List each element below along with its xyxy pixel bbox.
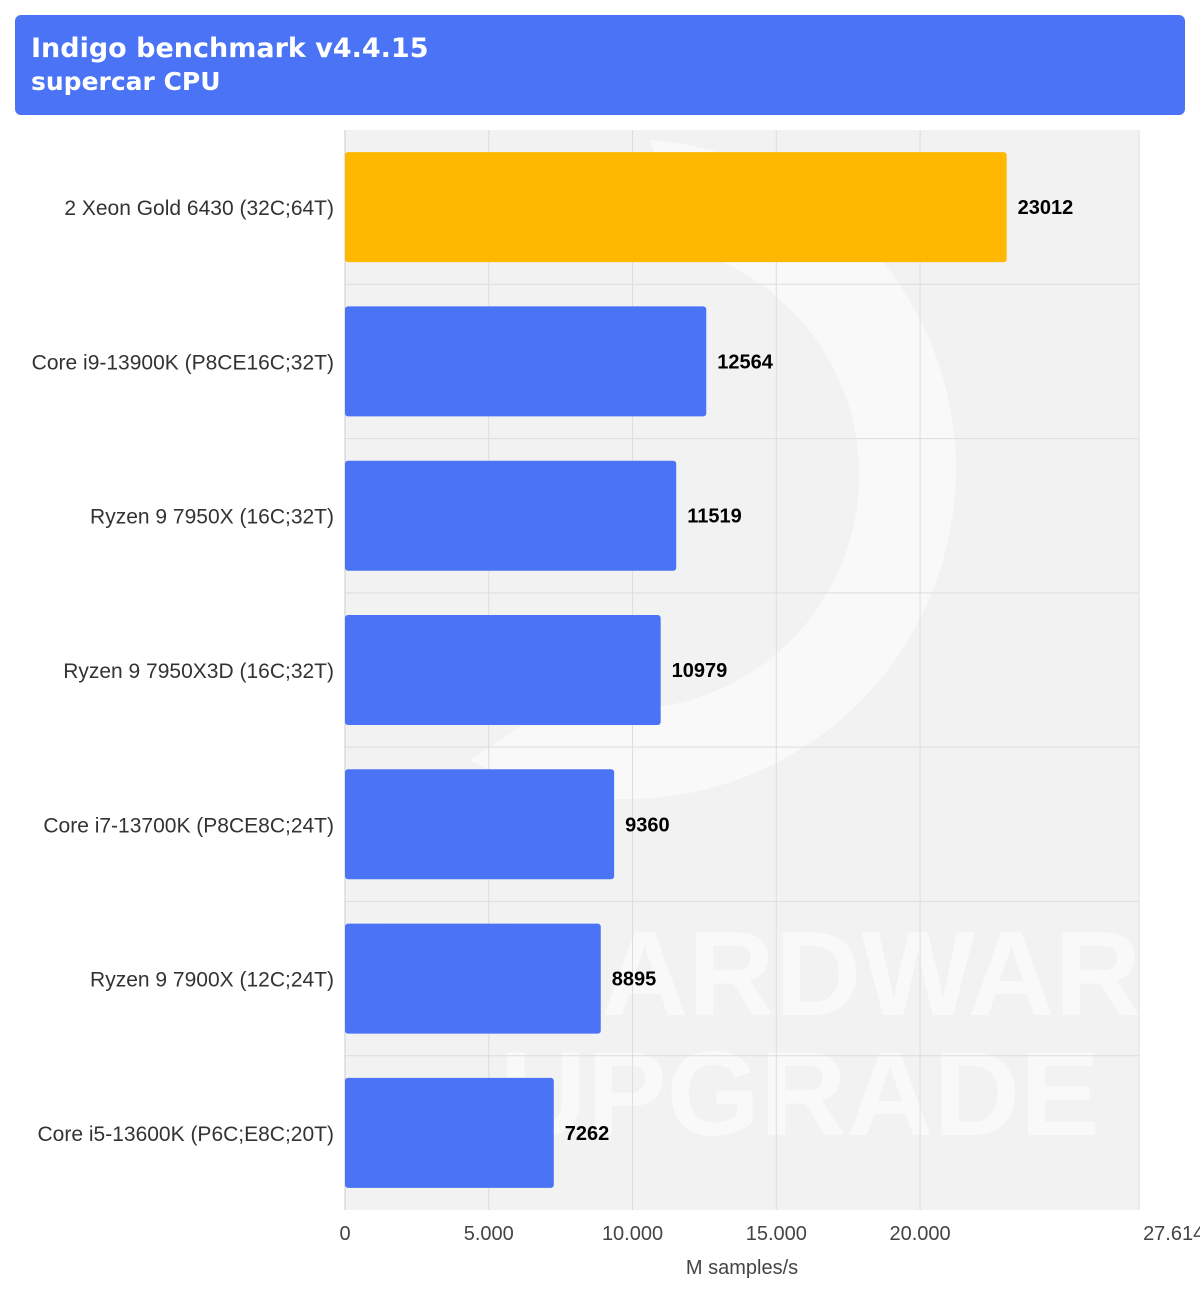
category-label: 2 Xeon Gold 6430 (32C;64T)	[64, 197, 334, 220]
bar	[345, 306, 707, 417]
bar	[345, 769, 615, 880]
x-axis-title: M samples/s	[686, 1257, 798, 1279]
watermark-line2: UPGRADE	[500, 1027, 1100, 1161]
x-tick-label: 5.000	[464, 1223, 514, 1245]
x-tick-label: 15.000	[746, 1223, 807, 1245]
x-tick-label: 0	[339, 1223, 350, 1245]
watermark-line1: HARDWARE	[515, 907, 1200, 1041]
value-label: 23012	[1018, 197, 1074, 219]
value-label: 7262	[565, 1123, 610, 1145]
category-label: Ryzen 9 7900X (12C;24T)	[90, 969, 334, 992]
category-label: Ryzen 9 7950X (16C;32T)	[90, 506, 334, 529]
category-label: Core i7-13700K (P8CE8C;24T)	[43, 814, 334, 837]
value-label: 8895	[612, 969, 657, 991]
category-label: Core i9-13900K (P8CE16C;32T)	[32, 351, 334, 374]
chart-header: Indigo benchmark v4.4.15 supercar CPU	[15, 15, 1185, 115]
watermark-swoosh	[470, 140, 956, 800]
x-tick-label: 10.000	[602, 1223, 663, 1245]
chart-subtitle: supercar CPU	[31, 67, 221, 96]
bar	[345, 1077, 554, 1188]
value-label: 11519	[687, 506, 742, 528]
value-label: 9360	[625, 814, 670, 836]
chart-title: Indigo benchmark v4.4.15	[31, 33, 429, 64]
bar	[345, 923, 601, 1034]
bar	[345, 460, 677, 571]
value-label: 12564	[717, 351, 773, 373]
value-label: 10979	[672, 660, 728, 682]
category-label: Ryzen 9 7950X3D (16C;32T)	[63, 660, 334, 683]
category-label: Core i5-13600K (P6C;E8C;20T)	[38, 1123, 334, 1146]
bar	[345, 152, 1007, 263]
x-tick-label: 27.614,4	[1143, 1223, 1200, 1245]
x-tick-label: 20.000	[889, 1223, 950, 1245]
bar	[345, 615, 661, 725]
